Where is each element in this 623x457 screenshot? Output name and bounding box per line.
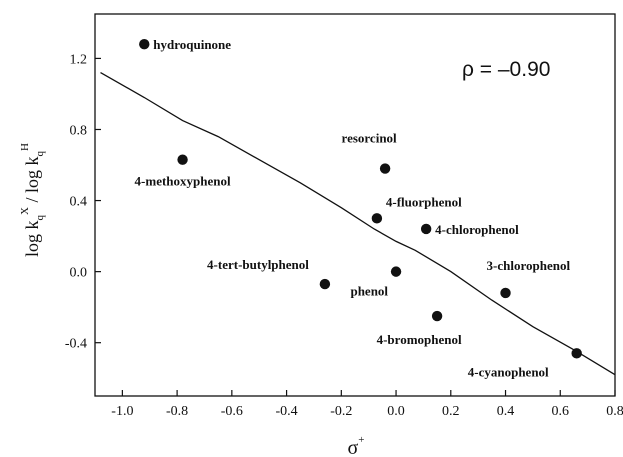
x-axis-ticks: -1.0 -0.8 -0.6 -0.4 -0.2 0.0 0.2 0.4 0.6 0.8 (111, 390, 623, 419)
point-label: 4-fluorphenol (386, 194, 462, 209)
y-axis-title-divider: / log k (22, 156, 42, 207)
y-axis-title-prefix: log k (22, 220, 42, 257)
data-point (319, 278, 331, 290)
y-tick-label: 0.4 (70, 195, 88, 210)
data-point (371, 213, 383, 224)
point-label: 4-cyanophenol (468, 364, 549, 379)
plot-frame (94, 13, 616, 397)
point-label: 4-methoxyphenol (135, 174, 231, 189)
point-label: phenol (350, 284, 388, 299)
rho-annotation: ρ = –0.90 (462, 58, 550, 81)
point-label: 4-tert-butylphenol (207, 257, 309, 272)
data-point (420, 223, 432, 235)
point-label: 4-bromophenol (377, 332, 462, 347)
y-axis-ticks: -0.4 0.0 0.4 0.8 1.2 (65, 52, 101, 352)
x-tick-label: -0.4 (275, 404, 297, 419)
data-point (431, 310, 443, 322)
y-tick-label: 0.8 (70, 123, 88, 138)
data-point (139, 39, 150, 50)
y-axis-title-sub-2: q (34, 150, 46, 156)
y-axis-title-sub-1: q (34, 214, 46, 220)
x-tick-label: -0.8 (166, 404, 188, 419)
y-axis-title-sup-1: X (19, 207, 31, 215)
x-tick-label: 0.2 (442, 404, 460, 419)
data-point (500, 287, 511, 299)
x-axis-title: σ+ (348, 434, 365, 457)
point-label: 3-chlorophenol (487, 258, 571, 273)
x-tick-label: -0.2 (330, 404, 352, 419)
data-point (177, 154, 188, 165)
point-label: hydroquinone (153, 37, 231, 52)
y-axis-title-sup-2: H (19, 143, 31, 151)
data-points: hydroquinone 4-methoxyphenol resorcinol 4-f… (135, 37, 582, 379)
x-tick-label: -1.0 (111, 404, 133, 419)
regression-line (100, 72, 616, 376)
y-axis-title: log kqX / log kqH (19, 143, 46, 257)
y-tick-label: 0.0 (70, 266, 88, 281)
x-tick-label: -0.6 (221, 404, 243, 419)
x-axis-superscript: + (358, 434, 364, 446)
point-label: 4-chlorophenol (435, 222, 519, 237)
x-tick-label: 0.8 (606, 404, 623, 419)
data-point (379, 163, 391, 174)
data-point (390, 266, 402, 277)
data-point (571, 348, 582, 359)
x-axis-symbol: σ (348, 437, 359, 457)
x-tick-label: 0.4 (497, 404, 515, 419)
y-tick-label: 1.2 (70, 52, 88, 67)
y-tick-label: -0.4 (65, 337, 87, 352)
x-tick-label: 0.6 (552, 404, 570, 419)
point-label: resorcinol (342, 131, 398, 146)
x-tick-label: 0.0 (387, 404, 405, 419)
